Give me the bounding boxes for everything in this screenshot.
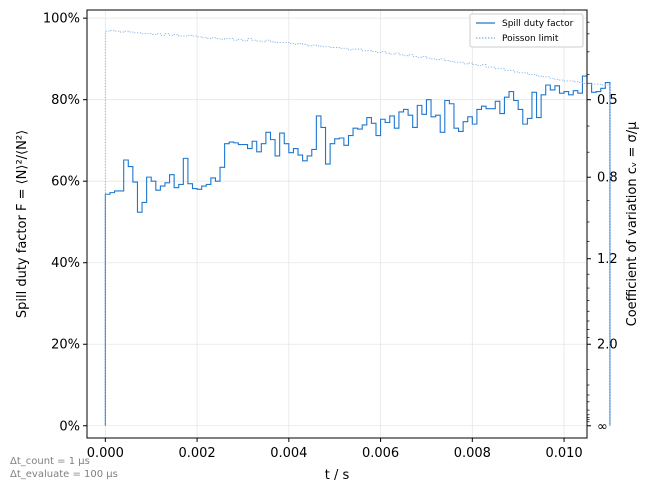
legend-box [469,13,584,48]
y-tick-label: 40% [51,256,80,271]
x-axis: 0.000 0.002 0.004 0.006 0.008 0.010 [87,438,583,461]
y-tick-label: 80% [51,93,80,108]
series-spill-duty-factor [104,75,611,426]
legend: Spill duty factor Poisson limit [469,13,584,48]
y-tick-label: 100% [43,12,80,27]
x-tick-label: 0.008 [454,446,491,461]
series-poisson-limit [104,29,611,426]
y2-tick-label: 0.8 [597,171,618,186]
plot-frame [86,9,588,439]
y-tick-label: 20% [51,338,80,353]
x-tick-label: 0.000 [87,446,124,461]
y-tick-label: 0% [59,419,80,434]
x-tick-label: 0.004 [270,446,307,461]
y-axis: 0% 20% 40% 60% 80% 100% [43,12,87,434]
y2-tick-label: ∞ [597,419,608,434]
x-tick-label: 0.006 [362,446,399,461]
legend-label-poisson: Poisson limit [502,34,559,44]
y2-axis-label: Coefficient of variation cᵥ = σ/μ [625,122,640,327]
x-axis-label: t / s [325,468,350,483]
plot-series [104,29,611,426]
grid [87,10,587,438]
footnote-evaluate: Δt_evaluate = 100 µs [10,469,118,480]
x-tick-label: 0.010 [545,446,582,461]
footnote-count: Δt_count = 1 µs [10,456,90,467]
x-tick-label: 0.002 [178,446,215,461]
y-tick-label: 60% [51,175,80,190]
y2-tick-label: 0.5 [597,93,618,108]
y2-tick-label: 1.2 [597,252,618,267]
legend-label-spill: Spill duty factor [502,19,574,29]
y-axis-label: Spill duty factor F = ⟨N⟩²/⟨N²⟩ [15,130,30,318]
y2-tick-label: 2.0 [597,338,618,353]
y2-axis: 0.5 0.8 1.2 2.0 ∞ [587,21,618,434]
